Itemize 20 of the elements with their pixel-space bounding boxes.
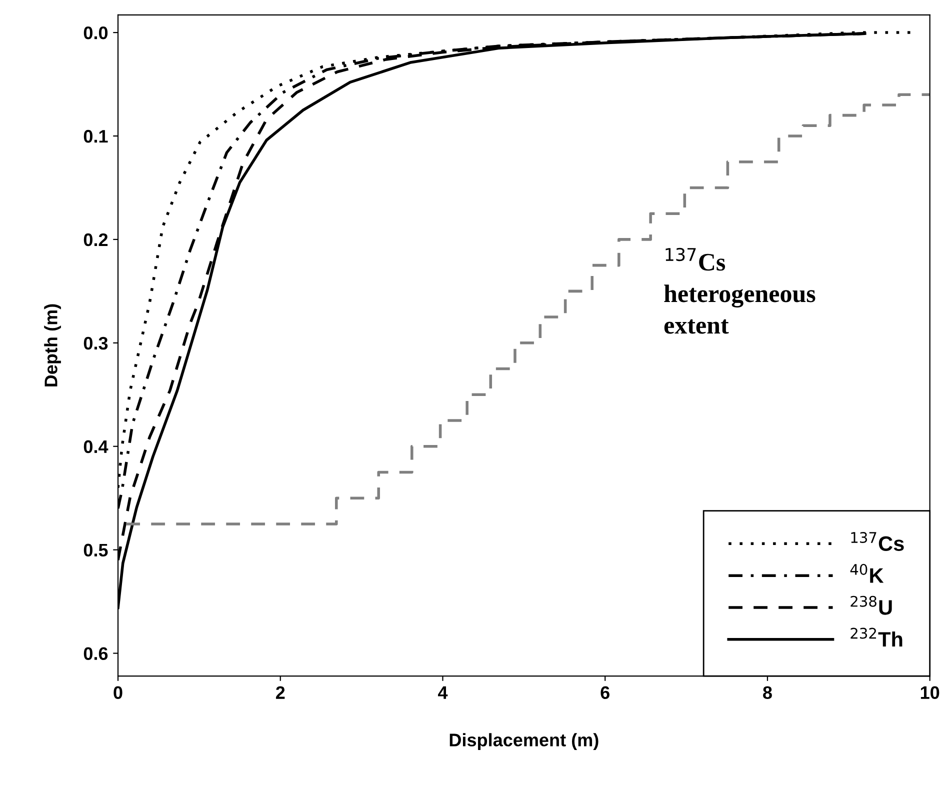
legend-label: $^{137}$Cs: [851, 532, 904, 551]
x-tick-label: 8: [763, 686, 772, 700]
legend-label: $^{40}$K: [850, 564, 884, 583]
x-tick-label: 6: [600, 686, 610, 700]
x-tick-label: 4: [438, 686, 448, 699]
y-axis-title: Depth (m): [44, 304, 61, 386]
y-tick-label: 0.4: [84, 440, 108, 454]
legend-label: $^{238}$U: [850, 596, 892, 615]
y-tick-label: 0.6: [84, 647, 108, 660]
y-tick-label: 0.0: [84, 26, 108, 40]
legend-label: $^{232}$Th: [850, 628, 902, 647]
y-tick-label: 0.2: [84, 233, 108, 246]
x-tick-label: 10: [920, 686, 940, 700]
x-tick-label: 2: [276, 686, 285, 699]
x-axis-title: Displacement (m): [450, 733, 598, 750]
y-tick-label: 0.3: [84, 336, 108, 350]
annotation: $^{137}$Cs heterogeneous extent: [664, 248, 816, 334]
y-tick-label: 0.1: [84, 130, 108, 143]
y-tick-label: 0.5: [84, 544, 108, 557]
x-tick-label: 0: [114, 686, 122, 700]
